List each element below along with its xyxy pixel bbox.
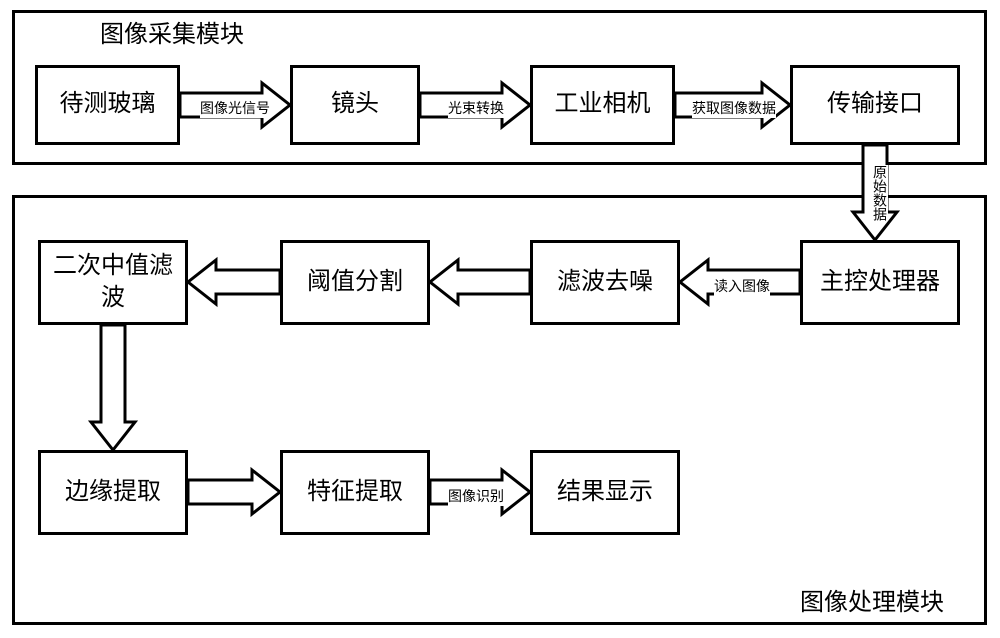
node-n8: 二次中值滤波 — [38, 240, 188, 325]
node-n9: 边缘提取 — [38, 450, 188, 535]
node-n1: 待测玻璃 — [35, 65, 180, 145]
node-n6: 滤波去噪 — [530, 240, 680, 325]
node-n5: 主控处理器 — [800, 240, 960, 325]
arrow-label-n4-n5: 原始数据 — [868, 165, 888, 221]
arrow-label-n1-n2: 图像光信号 — [200, 98, 270, 118]
node-n7: 阈值分割 — [280, 240, 430, 325]
arrow-label-n3-n4: 获取图像数据 — [692, 98, 776, 118]
node-n11: 结果显示 — [530, 450, 680, 535]
arrow-label-n10-n11: 图像识别 — [448, 486, 504, 506]
arrow-n7-n8 — [188, 260, 280, 304]
arrow-label-n5-n6: 读入图像 — [714, 276, 770, 296]
arrow-n6-n7 — [430, 260, 530, 304]
arrow-n8-n9 — [91, 325, 135, 450]
module-title-proc: 图像处理模块 — [800, 582, 944, 617]
node-n3: 工业相机 — [530, 65, 675, 145]
node-n2: 镜头 — [290, 65, 420, 145]
arrow-label-n2-n3: 光束转换 — [448, 98, 504, 118]
arrow-n9-n10 — [188, 470, 280, 514]
node-n4: 传输接口 — [790, 65, 960, 145]
node-n10: 特征提取 — [280, 450, 430, 535]
module-title-acq: 图像采集模块 — [100, 14, 244, 49]
